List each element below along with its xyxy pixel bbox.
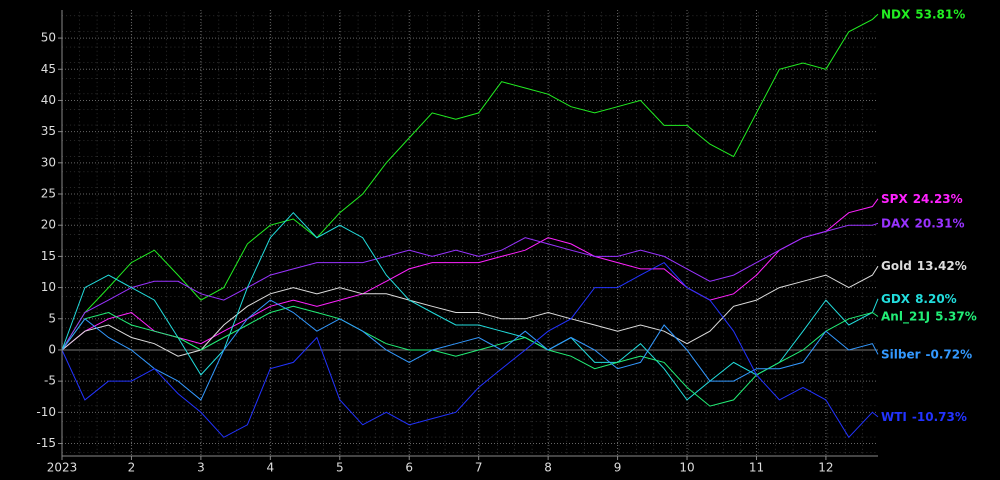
series-line xyxy=(61,222,879,351)
end-value-label: -0.72% xyxy=(926,347,973,361)
series-label: Anl_21J 5.37% xyxy=(881,309,977,324)
series-name: WTI xyxy=(881,409,907,423)
y-tick-label: 30 xyxy=(41,155,56,169)
x-tick-label: 10 xyxy=(679,461,694,475)
series-name: GDX xyxy=(881,291,911,305)
x-tick-label: 7 xyxy=(475,461,483,475)
y-tick-label: 20 xyxy=(41,218,56,232)
series-label: WTI -10.73% xyxy=(881,409,967,423)
series-name: DAX xyxy=(881,216,910,230)
series-line xyxy=(61,261,879,439)
x-tick-label: 5 xyxy=(336,461,344,475)
x-tick-label: 9 xyxy=(614,461,622,475)
end-value-label: 8.20% xyxy=(915,291,957,305)
series-label: NDX 53.81% xyxy=(881,7,965,21)
series-line xyxy=(61,299,879,401)
x-tick-label: 6 xyxy=(405,461,413,475)
end-value-label: 20.31% xyxy=(915,216,965,230)
grid xyxy=(58,10,878,460)
series-label: DAX 20.31% xyxy=(881,216,964,230)
end-value-label: 24.23% xyxy=(913,191,963,205)
x-tick-label: 12 xyxy=(818,461,833,475)
series-label: SPX 24.23% xyxy=(881,191,963,205)
y-tick-label: 15 xyxy=(41,249,56,263)
x-tick-label: 11 xyxy=(749,461,764,475)
y-tick-label: 35 xyxy=(41,124,56,138)
series-line xyxy=(61,13,879,351)
series-name: Gold xyxy=(881,259,912,273)
y-tick-label: 0 xyxy=(48,342,56,356)
labels: NDX 53.81% SPX 24.23%DAX 20.31% Gold 13.42% GDX… xyxy=(881,7,977,424)
end-value-label: -10.73% xyxy=(912,409,967,423)
lines xyxy=(61,13,879,439)
series-name: NDX xyxy=(881,7,911,21)
y-tick-label: 45 xyxy=(41,62,56,76)
x-tick-label: 2023 xyxy=(47,461,78,475)
x-tick-label: 8 xyxy=(544,461,552,475)
y-tick-label: -10 xyxy=(36,405,56,419)
end-value-label: 13.42% xyxy=(917,259,967,273)
y-tick-label: 40 xyxy=(41,93,56,107)
series-line xyxy=(61,198,879,351)
y-tick-label: 5 xyxy=(48,311,56,325)
x-tick-label: 2 xyxy=(128,461,136,475)
y-tick-label: 25 xyxy=(41,187,56,201)
end-value-label: 53.81% xyxy=(915,7,965,21)
series-name: SPX xyxy=(881,191,908,205)
x-tick-label: 3 xyxy=(197,461,205,475)
minor-grid xyxy=(62,10,878,456)
series-label: GDX 8.20% xyxy=(881,291,957,305)
series-name: Silber xyxy=(881,347,921,361)
series-label: Silber -0.72% xyxy=(881,347,972,361)
series-name: Anl_21J xyxy=(881,309,930,324)
y-tick-label: -15 xyxy=(36,436,56,450)
end-value-label: 5.37% xyxy=(935,309,977,323)
y-tick-label: -5 xyxy=(44,374,56,388)
y-tick-label: 10 xyxy=(41,280,56,294)
y-tick-label: 50 xyxy=(41,31,56,45)
x-tick-label: 4 xyxy=(267,461,275,475)
series-label: Gold 13.42% xyxy=(881,259,967,273)
